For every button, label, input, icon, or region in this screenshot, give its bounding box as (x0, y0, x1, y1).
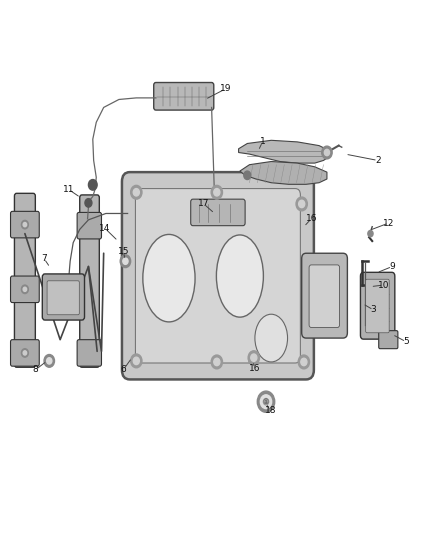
Polygon shape (240, 161, 327, 184)
FancyBboxPatch shape (154, 83, 214, 110)
Ellipse shape (216, 235, 263, 317)
Circle shape (21, 349, 28, 357)
Text: 7: 7 (41, 254, 47, 263)
Text: 5: 5 (403, 337, 409, 346)
Circle shape (131, 185, 142, 199)
Circle shape (214, 189, 220, 196)
Circle shape (251, 357, 255, 362)
FancyBboxPatch shape (42, 274, 85, 320)
Text: 2: 2 (375, 156, 381, 165)
Text: 1: 1 (260, 138, 265, 147)
FancyBboxPatch shape (379, 330, 398, 349)
Circle shape (263, 399, 268, 405)
Text: 14: 14 (99, 224, 111, 233)
FancyBboxPatch shape (80, 195, 99, 367)
Circle shape (244, 171, 251, 180)
FancyBboxPatch shape (122, 172, 314, 379)
Text: 19: 19 (220, 84, 231, 93)
Text: 6: 6 (120, 366, 126, 374)
Circle shape (21, 220, 28, 229)
Text: 16: 16 (249, 364, 261, 373)
Text: 16: 16 (306, 214, 317, 223)
Circle shape (368, 230, 373, 237)
Circle shape (131, 354, 142, 368)
Circle shape (249, 354, 257, 365)
FancyBboxPatch shape (309, 265, 339, 327)
Circle shape (133, 189, 139, 196)
FancyBboxPatch shape (191, 199, 245, 225)
FancyBboxPatch shape (14, 193, 35, 367)
FancyBboxPatch shape (360, 272, 395, 339)
Circle shape (47, 358, 52, 364)
Text: ①: ① (263, 399, 269, 405)
Circle shape (296, 197, 307, 211)
Circle shape (123, 258, 128, 264)
FancyBboxPatch shape (77, 213, 102, 239)
Circle shape (299, 200, 305, 208)
FancyBboxPatch shape (77, 340, 102, 366)
Circle shape (257, 391, 275, 413)
Circle shape (214, 358, 220, 366)
Circle shape (298, 355, 310, 369)
FancyBboxPatch shape (366, 279, 389, 333)
FancyBboxPatch shape (11, 276, 39, 303)
Text: 10: 10 (378, 280, 389, 289)
Circle shape (324, 149, 329, 156)
Text: 12: 12 (383, 219, 395, 228)
Text: 11: 11 (63, 185, 74, 194)
Text: 9: 9 (389, 262, 395, 271)
Circle shape (211, 185, 223, 199)
FancyBboxPatch shape (302, 253, 347, 338)
Ellipse shape (255, 314, 288, 362)
Circle shape (248, 351, 259, 365)
Circle shape (88, 180, 97, 190)
Circle shape (85, 199, 92, 207)
FancyBboxPatch shape (135, 189, 300, 363)
Text: 17: 17 (198, 199, 209, 208)
Circle shape (260, 395, 272, 409)
Circle shape (44, 354, 54, 367)
Circle shape (133, 357, 139, 365)
Circle shape (120, 255, 131, 268)
Circle shape (301, 358, 307, 366)
Circle shape (23, 351, 27, 355)
Circle shape (21, 285, 28, 294)
FancyBboxPatch shape (11, 212, 39, 238)
Circle shape (23, 287, 27, 292)
Text: 8: 8 (32, 366, 38, 374)
Text: 3: 3 (371, 305, 376, 314)
Circle shape (23, 222, 27, 227)
Text: 15: 15 (117, 247, 129, 256)
Text: 18: 18 (265, 406, 276, 415)
Circle shape (251, 354, 257, 361)
Polygon shape (239, 140, 330, 163)
Circle shape (322, 146, 332, 159)
Circle shape (211, 355, 223, 369)
FancyBboxPatch shape (47, 281, 79, 315)
FancyBboxPatch shape (11, 340, 39, 366)
Ellipse shape (143, 235, 195, 322)
